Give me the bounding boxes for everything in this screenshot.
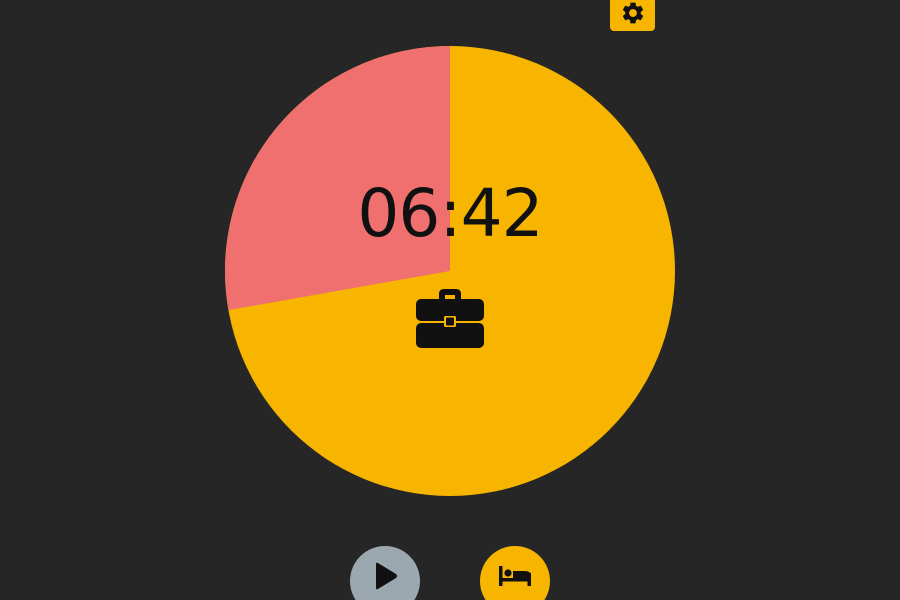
play-icon (372, 562, 398, 594)
break-button[interactable] (480, 546, 550, 600)
play-button[interactable] (350, 546, 420, 600)
gear-icon (620, 0, 646, 30)
elapsed-slice (225, 46, 450, 311)
timer-pie (225, 46, 675, 496)
briefcase-icon (414, 286, 486, 350)
time-display: 06:42 (357, 175, 543, 252)
settings-button[interactable] (610, 0, 655, 31)
timer-dial: 06:42 (225, 46, 675, 496)
bed-icon (498, 565, 532, 591)
